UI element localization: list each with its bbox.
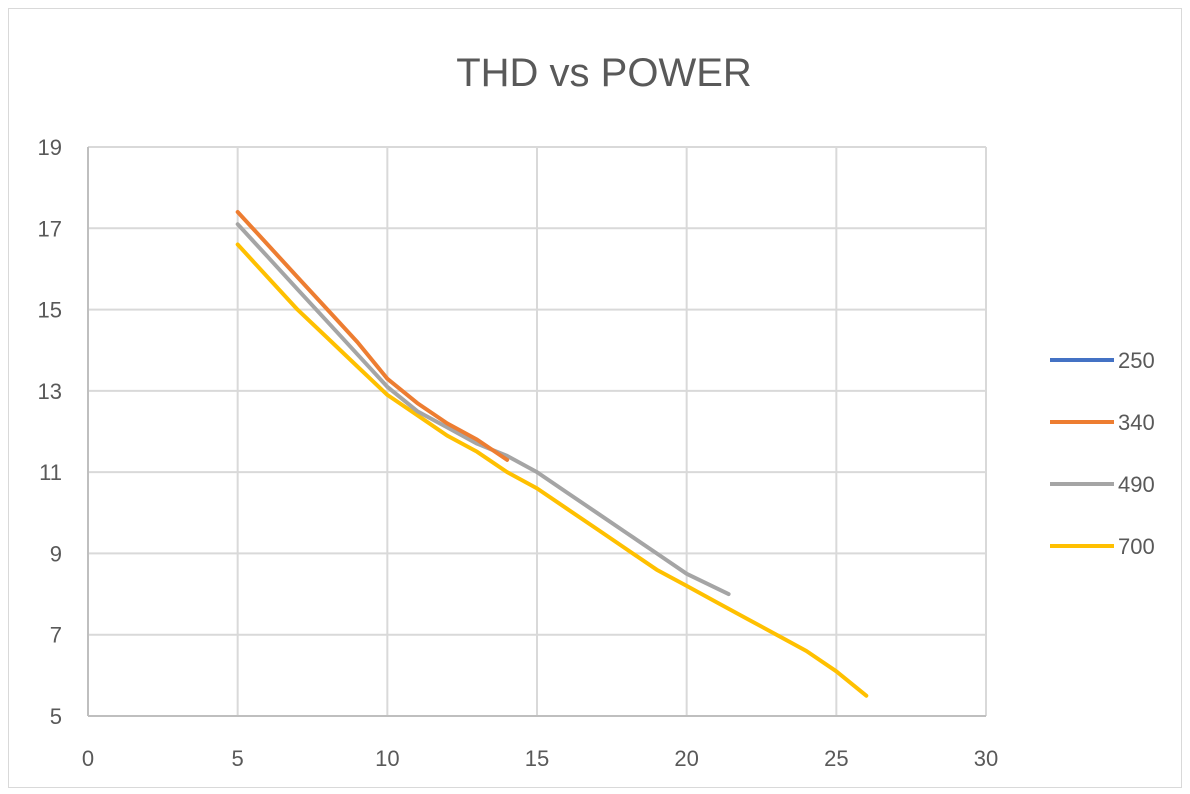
series-line-490	[238, 224, 729, 594]
legend: 250 340 490 700	[1050, 348, 1155, 559]
x-tick-label: 30	[974, 746, 998, 771]
y-tick-label: 5	[50, 704, 62, 729]
series-lines	[238, 212, 867, 696]
y-tick-label: 15	[38, 298, 62, 323]
y-tick-label: 19	[38, 135, 62, 160]
x-tick-label: 5	[232, 746, 244, 771]
y-tick-label: 11	[39, 460, 62, 485]
grid	[88, 147, 986, 716]
chart-title: THD vs POWER	[456, 51, 752, 95]
x-axis-ticks: 0 5 10 15 20 25 30	[82, 746, 998, 771]
legend-label: 700	[1118, 534, 1155, 559]
y-tick-label: 13	[38, 379, 62, 404]
y-tick-label: 9	[50, 541, 62, 566]
x-tick-label: 10	[375, 746, 399, 771]
series-line-340	[238, 212, 507, 460]
y-tick-label: 7	[50, 623, 62, 648]
legend-label: 340	[1118, 410, 1155, 435]
y-tick-label: 17	[38, 216, 62, 241]
x-tick-label: 15	[525, 746, 549, 771]
legend-label: 250	[1118, 348, 1155, 373]
x-tick-label: 25	[824, 746, 848, 771]
y-axis-ticks: 5 7 9 11 13 15 17 19	[38, 135, 62, 729]
x-tick-label: 0	[82, 746, 94, 771]
x-tick-label: 20	[674, 746, 698, 771]
legend-label: 490	[1118, 472, 1155, 497]
